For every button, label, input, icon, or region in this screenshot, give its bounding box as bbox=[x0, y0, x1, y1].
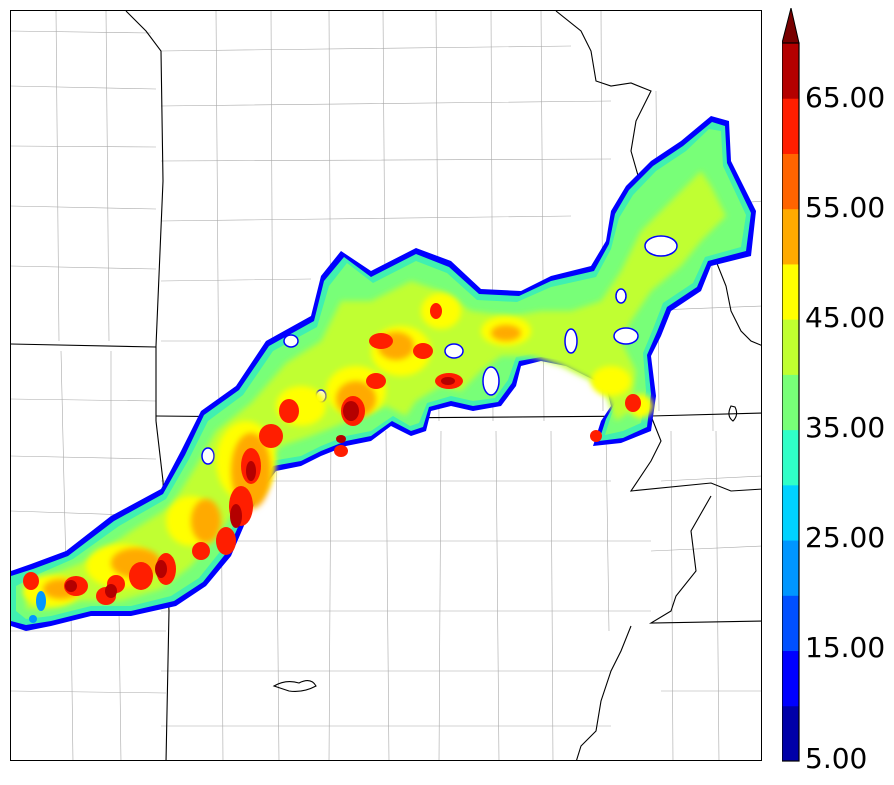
colorbar bbox=[782, 8, 800, 762]
colorbar-tick-65: 65.00 bbox=[805, 81, 886, 114]
colorbar-frame bbox=[782, 42, 800, 762]
colorbar-band bbox=[782, 208, 799, 265]
colorbar-extend-arrow bbox=[782, 8, 800, 44]
colorbar-band bbox=[782, 650, 799, 707]
colorbar-band bbox=[782, 319, 799, 375]
county-boundaries bbox=[11, 11, 761, 760]
colorbar-band bbox=[782, 43, 799, 99]
colorbar-bands bbox=[782, 43, 799, 762]
colorbar-band bbox=[782, 595, 799, 652]
colorbar-band bbox=[782, 263, 799, 320]
colorbar-tick-45: 45.00 bbox=[805, 301, 886, 334]
colorbar-band bbox=[782, 374, 799, 431]
colorbar-band bbox=[782, 705, 799, 762]
colorbar-band bbox=[782, 484, 799, 541]
colorbar-tick-5: 5.00 bbox=[805, 742, 868, 775]
colorbar-band bbox=[782, 429, 799, 486]
colorbar-tick-25: 25.00 bbox=[805, 521, 886, 554]
colorbar-tick-55: 55.00 bbox=[805, 191, 886, 224]
colorbar-tick-15: 15.00 bbox=[805, 631, 886, 664]
colorbar-band bbox=[782, 540, 799, 596]
reflectivity-swath bbox=[11, 116, 756, 631]
colorbar-band bbox=[782, 98, 799, 154]
map-canvas bbox=[11, 11, 761, 760]
reflectivity-map bbox=[10, 10, 762, 761]
colorbar-tick-35: 35.00 bbox=[805, 411, 886, 444]
colorbar-band bbox=[782, 153, 799, 210]
